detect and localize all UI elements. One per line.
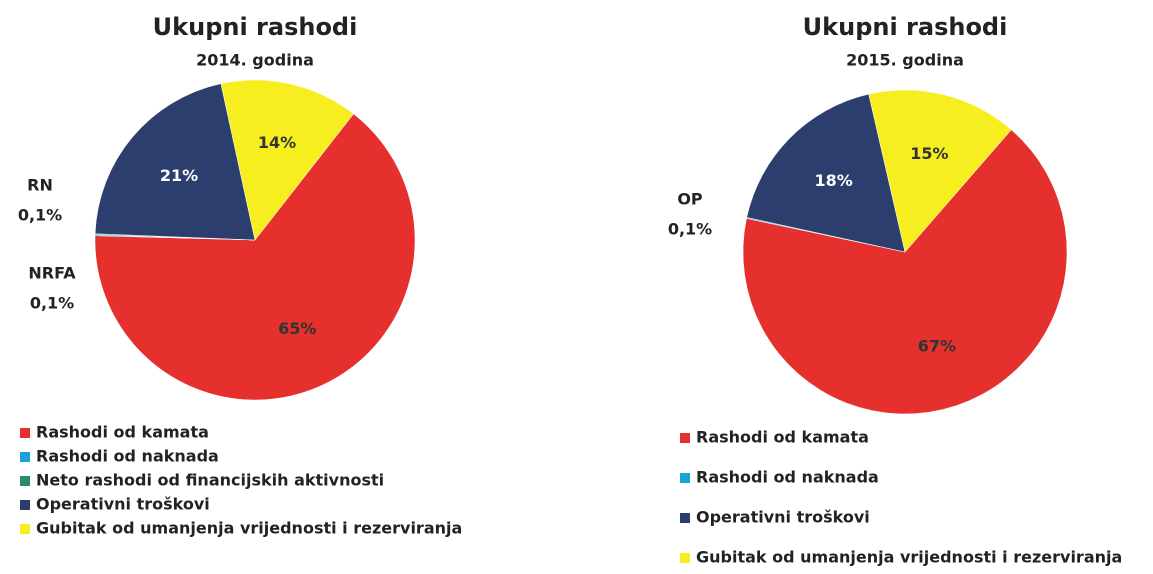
legend-label: Gubitak od umanjenja vrijednosti i rezer… bbox=[36, 519, 462, 538]
pie-slice bbox=[220, 79, 354, 241]
data-label: 18% bbox=[814, 171, 852, 190]
chart-subtitle: 2014. godina bbox=[196, 51, 314, 70]
legend-swatch bbox=[20, 524, 30, 534]
legend-label: Rashodi od kamata bbox=[696, 428, 869, 447]
legend-swatch bbox=[680, 513, 690, 523]
data-label: 65% bbox=[278, 319, 316, 338]
data-label: 0,1% bbox=[668, 220, 712, 239]
legend-label: Operativni troškovi bbox=[696, 508, 870, 527]
pie-slice bbox=[94, 113, 416, 401]
slice-name-label: RN bbox=[27, 176, 53, 195]
legend-swatch bbox=[680, 553, 690, 563]
pie-slice bbox=[742, 129, 1068, 415]
legend-label: Gubitak od umanjenja vrijednosti i rezer… bbox=[696, 548, 1122, 567]
data-label: 67% bbox=[918, 337, 956, 356]
legend-label: Neto rashodi od financijskih aktivnosti bbox=[36, 471, 384, 490]
slice-name-label: OP bbox=[677, 190, 703, 209]
legend-swatch bbox=[20, 476, 30, 486]
chart-title: Ukupni rashodi bbox=[803, 13, 1008, 41]
data-label: 0,1% bbox=[18, 206, 62, 225]
pie-slice bbox=[746, 93, 906, 253]
legend-label: Rashodi od naknada bbox=[696, 468, 879, 487]
legend-label: Operativni troškovi bbox=[36, 495, 210, 514]
pie-slice bbox=[94, 83, 256, 241]
legend-swatch bbox=[20, 500, 30, 510]
legend-swatch bbox=[680, 433, 690, 443]
pie-slice bbox=[868, 89, 1012, 253]
data-label: 15% bbox=[910, 144, 948, 163]
legend-label: Rashodi od naknada bbox=[36, 447, 219, 466]
legend-swatch bbox=[20, 452, 30, 462]
legend-label: Rashodi od kamata bbox=[36, 423, 209, 442]
chart-subtitle: 2015. godina bbox=[846, 51, 964, 70]
data-label: 0,1% bbox=[30, 294, 74, 313]
data-label: 14% bbox=[258, 133, 296, 152]
data-label: 21% bbox=[160, 166, 198, 185]
chart-title: Ukupni rashodi bbox=[153, 13, 358, 41]
slice-name-label: NRFA bbox=[28, 264, 76, 283]
legend-swatch bbox=[680, 473, 690, 483]
legend-swatch bbox=[20, 428, 30, 438]
